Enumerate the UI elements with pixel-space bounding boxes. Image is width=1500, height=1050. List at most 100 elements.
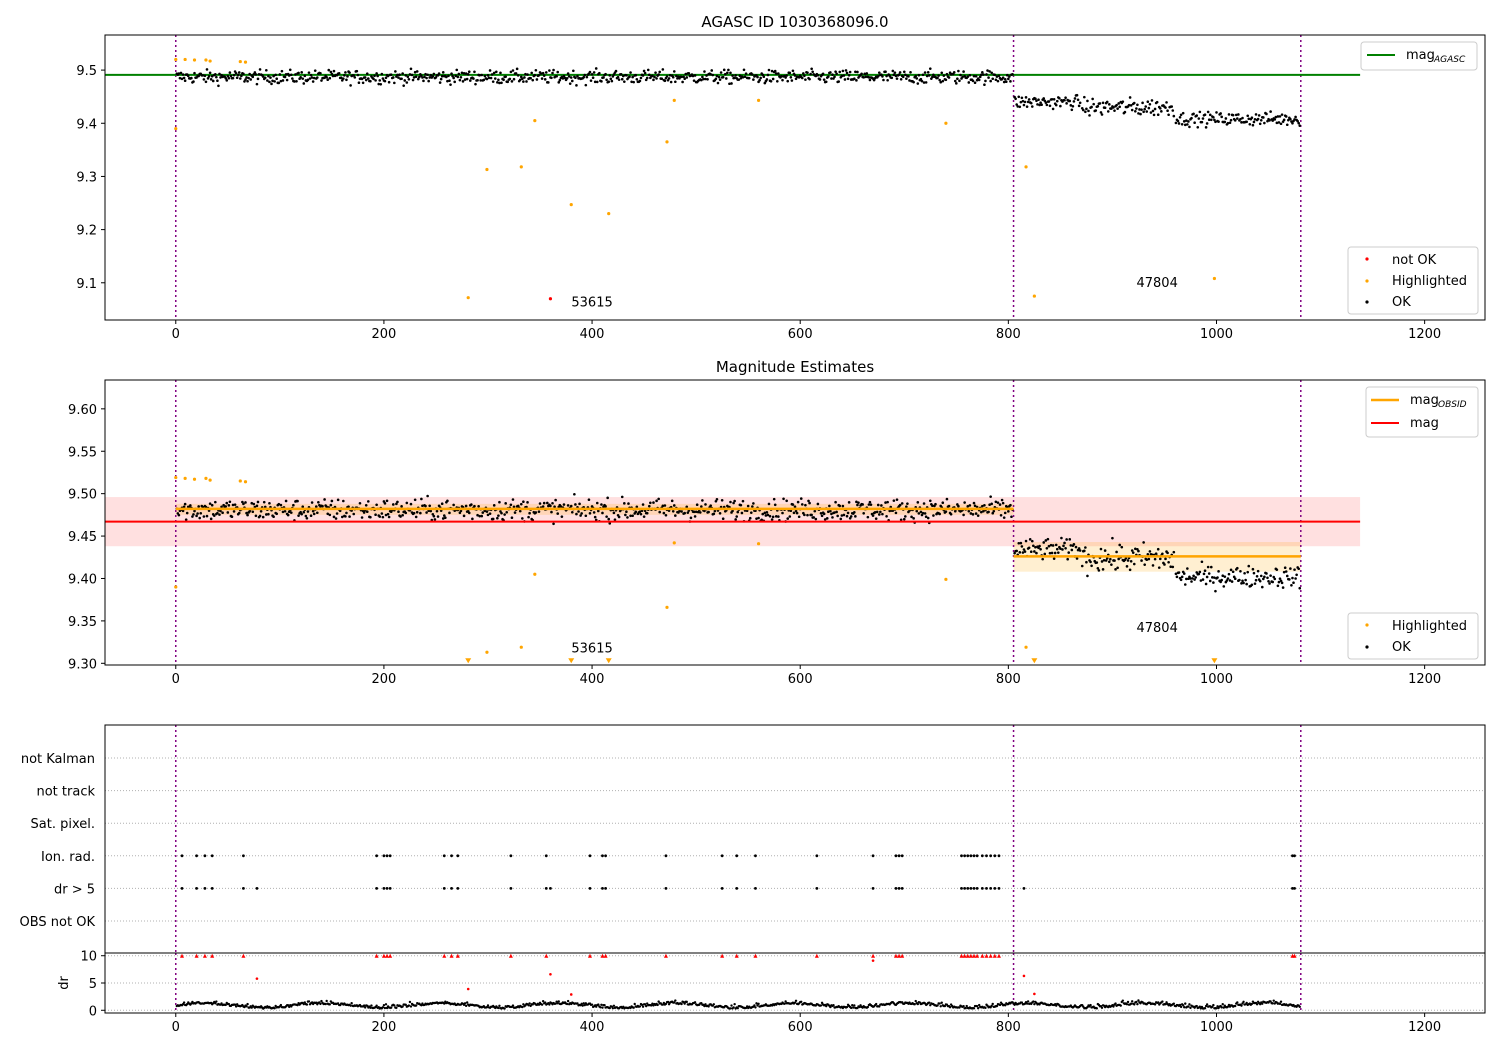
- ok-point: [310, 76, 314, 79]
- ok-point: [344, 71, 347, 74]
- dr-point: [215, 1000, 218, 1003]
- dr-point: [964, 1006, 967, 1010]
- ok-point: [1155, 100, 1159, 104]
- ok-point: [363, 76, 367, 79]
- ok-point: [562, 503, 566, 506]
- ok-point: [372, 77, 375, 81]
- ok-point: [773, 69, 777, 73]
- ok-point: [1294, 577, 1297, 580]
- dr-point: [463, 1002, 467, 1005]
- ok-point: [1029, 101, 1033, 105]
- ok-point: [855, 79, 858, 82]
- ok-point: [568, 82, 572, 85]
- ok-point: [907, 75, 910, 78]
- dr-point: [583, 1003, 586, 1007]
- ok-point: [928, 67, 932, 70]
- ok-point: [309, 73, 313, 77]
- ok-point: [1256, 117, 1260, 121]
- dr-point: [657, 1000, 660, 1003]
- legend-points: not OK Highlighted OK: [1347, 246, 1479, 315]
- ok-point: [438, 81, 442, 84]
- flag-point: [242, 887, 245, 890]
- ok-point: [1205, 122, 1209, 125]
- ok-point: [321, 504, 324, 508]
- ok-point: [397, 76, 400, 79]
- ok-point: [1087, 109, 1090, 113]
- dr-capped-marker: [996, 953, 1001, 958]
- ok-point: [1255, 574, 1259, 578]
- ok-point: [340, 515, 344, 519]
- ok-point: [395, 502, 398, 506]
- ok-point: [845, 71, 849, 75]
- ok-point: [782, 497, 785, 501]
- ok-point: [632, 80, 635, 84]
- legend-lines: mag AGASC: [1360, 41, 1478, 71]
- ok-point: [968, 73, 972, 77]
- ok-point: [256, 77, 260, 81]
- ok-point: [840, 514, 844, 517]
- ok-point: [876, 503, 880, 507]
- flag-point: [664, 854, 668, 858]
- flag-point: [195, 854, 198, 858]
- dr-point: [246, 1002, 249, 1006]
- ok-point: [1042, 541, 1046, 544]
- ok-point: [557, 81, 561, 84]
- ok-point: [205, 68, 209, 71]
- dr-point: [383, 1006, 387, 1010]
- dr-point: [958, 1006, 961, 1009]
- ok-point: [1134, 109, 1137, 113]
- ok-point: [236, 73, 240, 77]
- ok-point: [414, 75, 418, 78]
- ok-point: [680, 510, 683, 513]
- ok-point: [1072, 543, 1076, 546]
- ok-point: [1130, 549, 1134, 552]
- ok-point: [312, 512, 316, 516]
- ok-point: [284, 73, 288, 76]
- ok-point: [1074, 545, 1078, 549]
- ok-point: [432, 514, 436, 518]
- x-tick-label: 1200: [1408, 327, 1441, 342]
- ok-point: [183, 79, 187, 82]
- x-tick-label: 400: [580, 327, 605, 342]
- obsid-label: 53615: [571, 641, 612, 656]
- ok-point: [1022, 103, 1026, 107]
- ok-point: [1188, 125, 1191, 129]
- flag-point: [720, 887, 724, 890]
- panel-title-agasc: AGASC ID 1030368096.0: [701, 13, 888, 31]
- ok-point: [207, 75, 211, 78]
- ok-point: [860, 72, 863, 76]
- ok-point: [416, 77, 420, 81]
- ok-point: [1273, 118, 1277, 121]
- ok-point: [867, 503, 871, 506]
- ok-point: [670, 499, 674, 503]
- ok-point: [647, 73, 651, 77]
- ok-point: [941, 501, 945, 504]
- flag-point: [588, 887, 592, 890]
- ok-point: [401, 513, 404, 517]
- ok-point: [761, 512, 765, 516]
- dr-point: [1013, 1003, 1016, 1006]
- ok-point: [1041, 557, 1044, 561]
- ok-point: [663, 79, 667, 83]
- ok-point: [886, 78, 889, 82]
- ok-point: [729, 500, 732, 504]
- ok-point: [1009, 503, 1012, 507]
- ok-point: [224, 76, 228, 80]
- ok-point: [972, 501, 976, 505]
- ok-point: [639, 76, 643, 80]
- ok-point: [375, 503, 378, 507]
- ok-point: [611, 75, 615, 78]
- ok-point: [767, 68, 771, 72]
- ok-point: [1297, 121, 1301, 125]
- dr-point: [866, 1005, 870, 1009]
- ok-point: [361, 81, 365, 85]
- x-tick-label: 0: [172, 1020, 180, 1035]
- ok-point: [1016, 105, 1020, 108]
- ok-point: [177, 513, 181, 517]
- ok-point: [939, 80, 943, 84]
- ok-point: [1200, 560, 1204, 564]
- ok-point: [1161, 552, 1164, 556]
- ok-point: [607, 80, 611, 84]
- ok-point: [717, 75, 721, 79]
- ok-point: [835, 510, 838, 514]
